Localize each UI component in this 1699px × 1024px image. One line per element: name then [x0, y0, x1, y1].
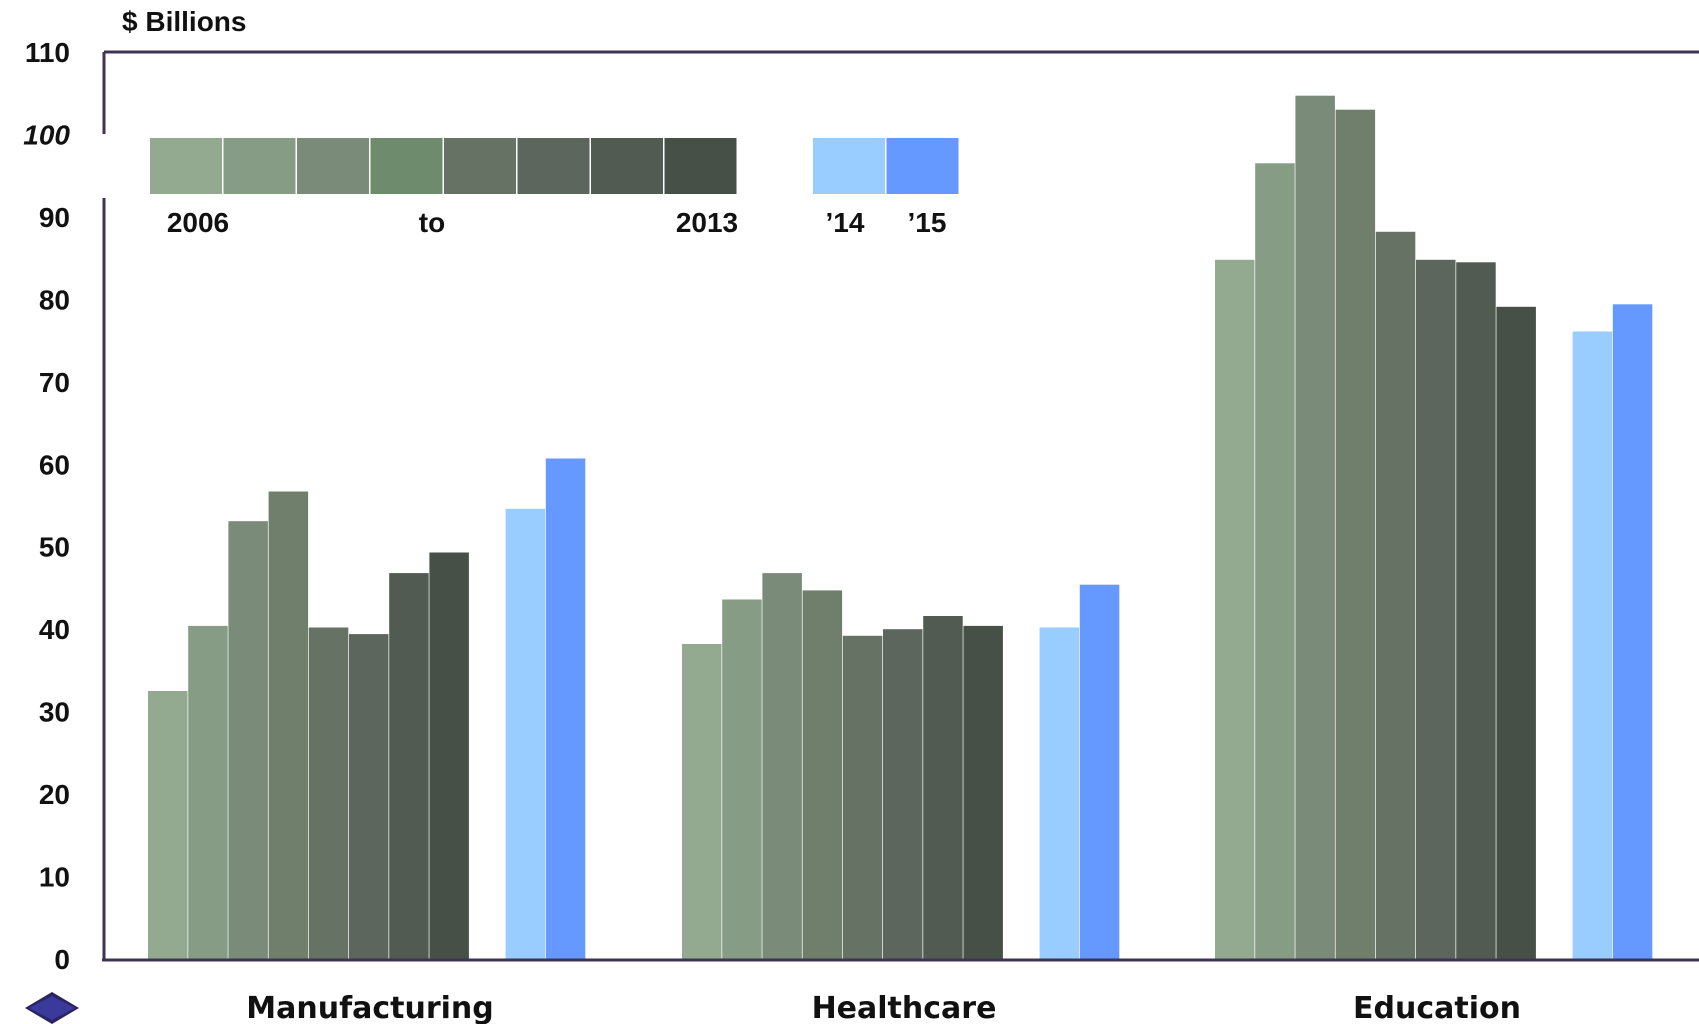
bar: [188, 625, 228, 959]
legend-label: to: [419, 207, 445, 238]
legend-label: ’14: [826, 207, 865, 238]
bar: [1456, 262, 1496, 959]
legend-swatch: [886, 138, 959, 194]
y-tick-label: 30: [39, 697, 70, 728]
bar: [389, 573, 429, 959]
legend-swatch: [591, 138, 663, 194]
bar: [1612, 304, 1653, 959]
bar: [762, 573, 802, 959]
y-tick-label: 100: [23, 119, 70, 150]
x-category-label: Healthcare: [812, 991, 997, 1024]
y-tick-label: 90: [39, 202, 70, 233]
bar: [505, 508, 546, 959]
legend: 2006 to 2013 ’14 ’15: [150, 138, 959, 238]
bar: [923, 616, 963, 959]
bar: [722, 599, 762, 959]
bar: [308, 627, 349, 959]
legend-swatch: [150, 138, 222, 194]
y-tick-label: 10: [39, 862, 70, 893]
bar: [682, 644, 722, 959]
legend-swatch: [297, 138, 369, 194]
bar: [1079, 584, 1120, 959]
bar: [1215, 259, 1255, 959]
bar: [268, 491, 309, 959]
legend-swatch: [444, 138, 516, 194]
y-axis-ticks: 0 10 20 30 40 50 60 70 80 90 100 110: [23, 37, 70, 975]
bar: [802, 590, 843, 959]
bar: [842, 635, 883, 959]
y-tick-label: 0: [54, 944, 70, 975]
y-tick-label: 70: [39, 367, 70, 398]
logo-icon: [25, 992, 79, 1024]
x-category-label: Manufacturing: [246, 991, 494, 1024]
bar: [228, 521, 268, 959]
legend-label: 2013: [676, 207, 738, 238]
bar: [1335, 109, 1376, 959]
bar: [1375, 231, 1416, 960]
bars: [148, 95, 1653, 960]
legend-swatch: [517, 138, 590, 194]
bar: [148, 691, 188, 959]
y-tick-label: 110: [25, 37, 70, 68]
bar: [1295, 95, 1335, 959]
bar: [429, 552, 469, 959]
bar: [1496, 306, 1536, 959]
legend-swatch: [370, 138, 443, 194]
bar: [883, 629, 923, 959]
legend-swatch: [664, 138, 737, 194]
bar: [963, 625, 1003, 959]
y-tick-label: 60: [39, 449, 70, 480]
y-tick-label: 40: [39, 614, 70, 645]
legend-swatch: [813, 138, 885, 194]
x-category-label: Education: [1353, 991, 1521, 1024]
y-tick-label: 20: [39, 779, 70, 810]
bar: [1039, 627, 1080, 959]
bar: [1416, 259, 1456, 959]
axes: [102, 50, 1699, 962]
y-axis-unit-label: $ Billions: [122, 6, 246, 37]
y-tick-label: 50: [39, 532, 70, 563]
category-labels: Manufacturing Healthcare Education: [246, 991, 1521, 1024]
bar: [1572, 331, 1613, 959]
legend-label: ’15: [908, 207, 947, 238]
legend-label: 2006: [167, 207, 229, 238]
bar: [349, 634, 389, 959]
y-tick-label: 80: [39, 284, 70, 315]
legend-swatch: [223, 138, 296, 194]
bar: [1255, 163, 1295, 960]
bar: [545, 458, 586, 959]
